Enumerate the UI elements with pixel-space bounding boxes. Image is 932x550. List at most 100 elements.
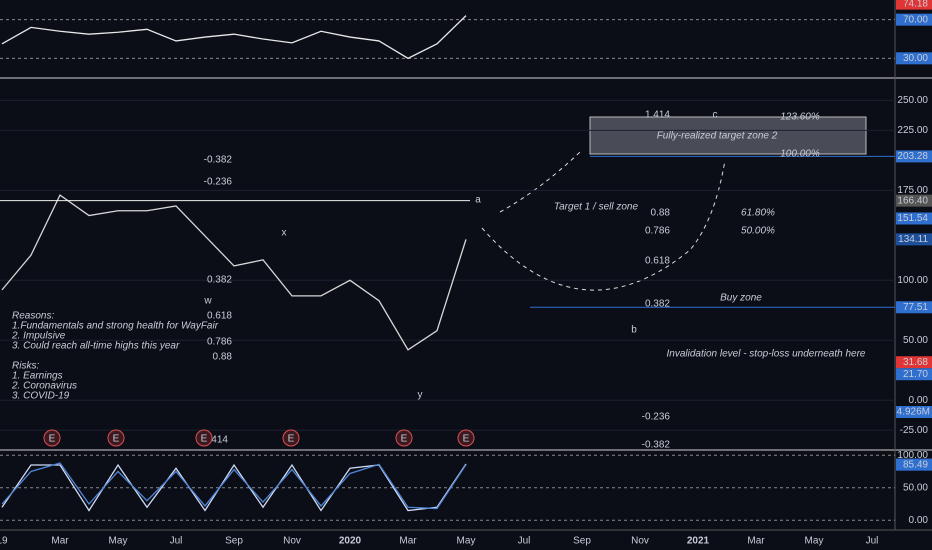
price-tag <box>896 458 932 471</box>
note: Reasons: <box>12 311 54 322</box>
series-line <box>1 194 467 351</box>
earnings-label: E <box>113 434 120 445</box>
x-tick-label: 19 <box>0 536 8 547</box>
y-tick-label: 225.00 <box>897 125 928 136</box>
note: 3. COVID-19 <box>12 391 70 402</box>
annotation: -0.382 <box>204 155 233 166</box>
x-tick-label: Nov <box>283 536 301 547</box>
earnings-label: E <box>288 434 295 445</box>
annotation: -0.382 <box>642 440 671 451</box>
price-tag <box>896 13 932 26</box>
price-tag <box>896 150 932 163</box>
wave-label: x <box>282 228 287 239</box>
annotation: Invalidation level - stop-loss underneat… <box>666 349 865 360</box>
y-tick-label: -25.00 <box>900 425 929 436</box>
x-tick-label: Mar <box>747 536 765 547</box>
wave-label: y <box>418 390 423 401</box>
y-tick-label: 0.00 <box>909 515 929 526</box>
earnings-marker <box>195 429 213 447</box>
x-tick-label: 2020 <box>339 536 362 547</box>
series-line <box>1 15 467 60</box>
earnings-label: E <box>463 434 470 445</box>
price-tag <box>896 301 932 314</box>
price-tag-label: 30.00 <box>903 53 928 64</box>
annotation: Fully-realized target zone 2 <box>657 131 778 142</box>
earnings-label: E <box>401 434 408 445</box>
annotation: Target 1 / sell zone <box>554 202 639 213</box>
price-tag-label: 4.926M <box>897 407 930 418</box>
wave-label: b <box>631 325 637 336</box>
x-tick-label: May <box>457 536 476 547</box>
price-tag <box>896 194 932 207</box>
annotation: 0.618 <box>207 311 232 322</box>
earnings-marker <box>107 429 125 447</box>
annotation: 61.80% <box>741 208 775 219</box>
wave-label: c <box>713 110 718 121</box>
price-tag <box>896 356 932 369</box>
x-tick-label: Sep <box>573 536 591 547</box>
annotation: 0.88 <box>213 352 233 363</box>
annotation: 100.00% <box>780 149 820 160</box>
annotation: 0.88 <box>651 208 671 219</box>
wave-label: a <box>475 195 481 206</box>
earnings-marker <box>457 429 475 447</box>
projection-arrow <box>481 159 726 291</box>
x-tick-label: Mar <box>399 536 417 547</box>
price-tag-label: 203.28 <box>897 151 928 162</box>
annotation: 0.786 <box>207 337 232 348</box>
earnings-label: E <box>201 434 208 445</box>
price-tag <box>896 212 932 225</box>
x-tick-label: Jul <box>518 536 531 547</box>
note: 3. Could reach all-time highs this year <box>12 341 180 352</box>
x-tick-label: May <box>109 536 128 547</box>
annotation: 0.382 <box>207 275 232 286</box>
note: Risks: <box>12 361 39 372</box>
annotation: 0.382 <box>645 299 670 310</box>
projection-arrow <box>499 151 581 213</box>
target-zone <box>589 116 867 155</box>
price-tag-label: 166.40 <box>897 195 928 206</box>
price-tag <box>896 0 932 10</box>
annotation: 0.786 <box>645 226 670 237</box>
y-tick-label: 250.00 <box>897 95 928 106</box>
annotation: 50.00% <box>741 226 775 237</box>
x-tick-label: Jul <box>866 536 879 547</box>
price-tag <box>896 233 932 246</box>
price-tag <box>896 52 932 65</box>
y-tick-label: 50.00 <box>903 335 928 346</box>
x-tick-label: Sep <box>225 536 243 547</box>
y-tick-label: 175.00 <box>897 185 928 196</box>
note: 2. Coronavirus <box>11 381 77 392</box>
earnings-marker <box>43 429 61 447</box>
y-tick-label: 100.00 <box>897 275 928 286</box>
note: 1.Fundamentals and strong health for Way… <box>12 321 219 332</box>
x-tick-label: Mar <box>51 536 69 547</box>
note: 1. Earnings <box>12 371 63 382</box>
earnings-label: E <box>49 434 56 445</box>
earnings-marker <box>395 429 413 447</box>
y-tick-label: 100.00 <box>897 450 928 461</box>
series-line <box>1 462 467 510</box>
annotation: 1.414 <box>645 110 670 121</box>
earnings-marker <box>282 429 300 447</box>
annotation: .414 <box>209 435 229 446</box>
series-line <box>1 463 467 512</box>
price-tag-label: 85.49 <box>903 459 928 470</box>
annotation: 123.60% <box>780 112 820 123</box>
y-tick-label: 50.00 <box>903 482 928 493</box>
annotation: -0.236 <box>204 177 233 188</box>
price-tag-label: 74.18 <box>903 0 928 9</box>
annotation: 0.618 <box>645 256 670 267</box>
x-tick-label: May <box>805 536 824 547</box>
price-tag <box>896 406 932 418</box>
annotation: Buy zone <box>720 293 762 304</box>
x-tick-label: Nov <box>631 536 649 547</box>
price-tag-label: 70.00 <box>903 14 928 25</box>
y-tick-label: 0.00 <box>909 395 929 406</box>
price-tag-label: 77.51 <box>903 302 928 313</box>
x-tick-label: 2021 <box>687 536 710 547</box>
note: 2. Impulsive <box>11 331 66 342</box>
annotation: -0.236 <box>642 412 671 423</box>
